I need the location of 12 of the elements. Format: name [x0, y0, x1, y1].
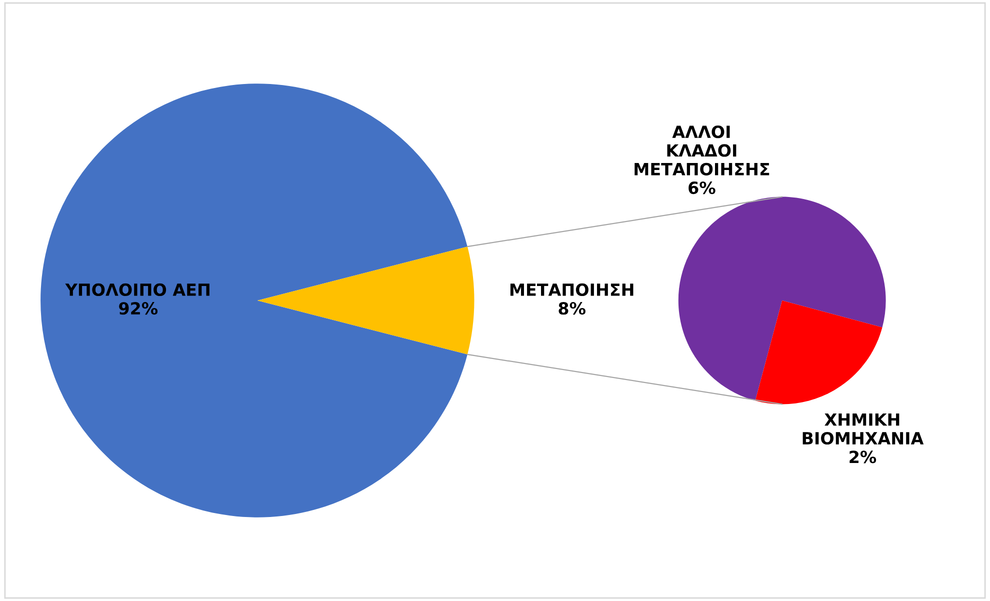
pie-slice: [755, 300, 882, 404]
pie-slice: [40, 84, 468, 518]
data-label: 6%: [688, 182, 716, 194]
data-label: 2%: [850, 450, 876, 464]
data-label: 92%: [119, 302, 158, 315]
slice-label: ΜΕΤΑΠΟΙΗΣΗ: [510, 283, 634, 296]
pie-slice: [257, 246, 474, 354]
slice-label: ΧΗΜΙΚΗ ΒΙΟΜΗΧΑΝΙΑ: [802, 414, 924, 445]
pie-slice: [678, 196, 886, 401]
data-label: 8%: [558, 302, 586, 315]
slice-label: ΑΛΛΟΙ ΚΛΑΔΟΙ ΜΕΤΑΠΟΙΗΣΗΣ: [634, 126, 770, 176]
slice-label: ΥΠΟΛΟΙΠΟ ΑΕΠ: [65, 283, 210, 296]
